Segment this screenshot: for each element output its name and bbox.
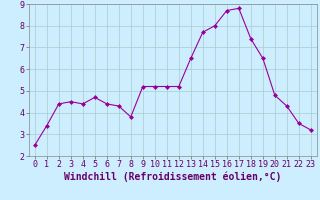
X-axis label: Windchill (Refroidissement éolien,°C): Windchill (Refroidissement éolien,°C) bbox=[64, 172, 282, 182]
